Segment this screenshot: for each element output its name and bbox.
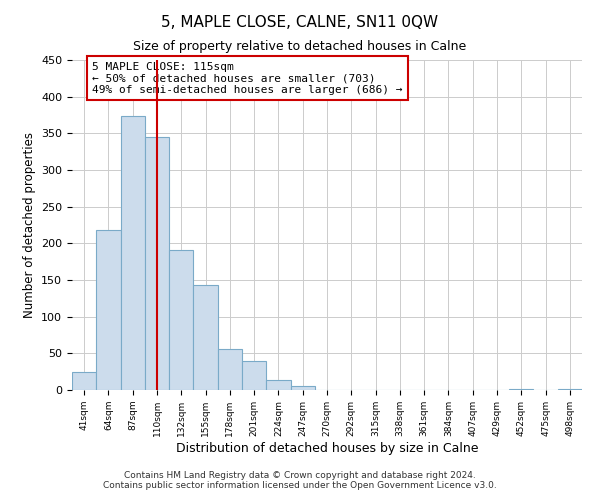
Bar	[218, 349, 242, 390]
Bar	[193, 285, 218, 390]
Bar	[72, 372, 96, 390]
X-axis label: Distribution of detached houses by size in Calne: Distribution of detached houses by size …	[176, 442, 478, 454]
Bar	[290, 386, 315, 390]
Bar	[169, 250, 193, 390]
Bar	[242, 360, 266, 390]
Text: 5, MAPLE CLOSE, CALNE, SN11 0QW: 5, MAPLE CLOSE, CALNE, SN11 0QW	[161, 15, 439, 30]
Text: 5 MAPLE CLOSE: 115sqm
← 50% of detached houses are smaller (703)
49% of semi-det: 5 MAPLE CLOSE: 115sqm ← 50% of detached …	[92, 62, 403, 95]
Bar	[145, 137, 169, 390]
Y-axis label: Number of detached properties: Number of detached properties	[23, 132, 35, 318]
Bar	[121, 116, 145, 390]
Text: Contains HM Land Registry data © Crown copyright and database right 2024.
Contai: Contains HM Land Registry data © Crown c…	[103, 470, 497, 490]
Bar	[266, 380, 290, 390]
Bar	[96, 230, 121, 390]
Text: Size of property relative to detached houses in Calne: Size of property relative to detached ho…	[133, 40, 467, 53]
